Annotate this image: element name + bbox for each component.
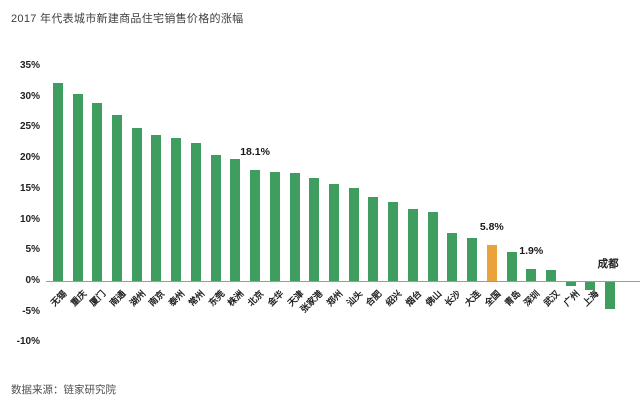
bar-value-annotation: 5.8% xyxy=(479,221,504,234)
y-axis-tick-label: 20% xyxy=(19,152,40,164)
x-axis-line xyxy=(46,281,640,282)
bar-value-annotation: 1.9% xyxy=(519,245,544,258)
y-axis-tick-label: 35% xyxy=(19,59,40,71)
bar xyxy=(190,142,201,281)
bar xyxy=(348,188,359,281)
y-axis-tick-label: -10% xyxy=(16,336,40,348)
x-axis-label: 成都 xyxy=(597,258,619,270)
bar xyxy=(368,196,379,281)
y-axis-tick-label: 0% xyxy=(25,275,40,286)
bar xyxy=(605,282,616,310)
bar xyxy=(427,212,438,281)
bar xyxy=(112,115,123,281)
bar xyxy=(210,155,221,281)
bar xyxy=(131,128,142,281)
bar xyxy=(467,237,478,281)
chart-title: 2017 年代表城市新建商品住宅销售价格的涨幅 xyxy=(11,13,244,25)
bar xyxy=(447,233,458,281)
bar xyxy=(250,169,261,281)
y-axis-tick-label: 5% xyxy=(25,244,40,256)
y-axis-tick-label: 15% xyxy=(19,182,40,194)
bar xyxy=(171,137,182,281)
bar xyxy=(289,173,300,281)
y-axis-tick-label: 10% xyxy=(19,213,40,225)
data-source-note: 数据来源：链家研究院 xyxy=(11,384,116,396)
bar xyxy=(72,93,83,281)
bar xyxy=(585,282,596,290)
bar xyxy=(407,209,418,281)
bar xyxy=(486,245,497,281)
bar xyxy=(506,252,517,281)
bar xyxy=(151,134,162,281)
bar xyxy=(329,183,339,281)
bar xyxy=(269,171,280,281)
bar xyxy=(526,269,537,281)
bar xyxy=(92,102,103,281)
bar xyxy=(230,158,241,281)
bar xyxy=(565,282,576,287)
bar xyxy=(52,83,63,281)
bar xyxy=(388,201,399,281)
bar xyxy=(545,269,556,281)
y-axis-tick-label: -5% xyxy=(22,305,40,317)
y-axis-tick-label: 25% xyxy=(19,121,40,133)
bar-value-annotation: 18.1% xyxy=(240,145,270,158)
y-axis-tick-label: 30% xyxy=(19,90,40,102)
bar xyxy=(309,177,320,281)
